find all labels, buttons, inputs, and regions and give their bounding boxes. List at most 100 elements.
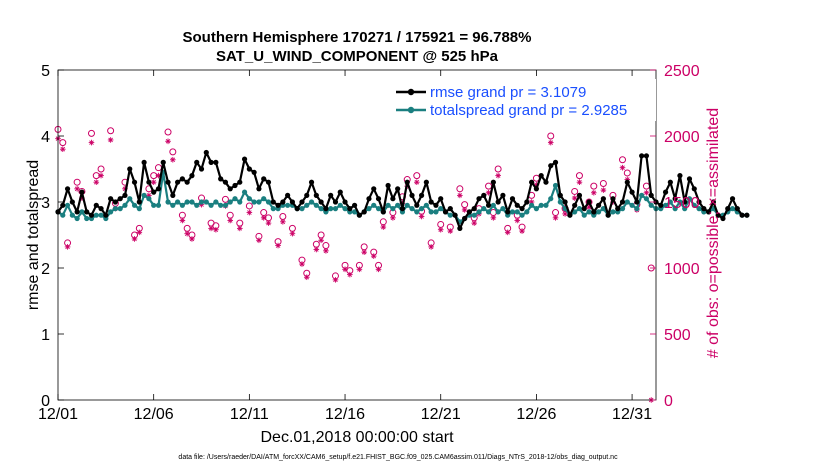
rmse-point	[203, 149, 209, 156]
x-tick-label: 12/01	[38, 406, 78, 423]
obs-assimilated-point	[342, 266, 348, 273]
rmse-point	[624, 179, 630, 185]
y-axis-right-label: # of obs: o=possible; ×=assimilated	[705, 108, 722, 358]
rmse-point	[347, 206, 353, 212]
rmse-point	[505, 209, 511, 215]
obs-assimilated-point	[184, 230, 190, 237]
rmse-point	[103, 212, 109, 218]
rmse-point	[313, 192, 319, 198]
rmse-point	[294, 206, 300, 212]
rmse-point	[337, 189, 343, 195]
rmse-point	[323, 206, 329, 212]
rmse-point	[213, 159, 219, 165]
rmse-point	[165, 179, 171, 185]
spread-point	[729, 206, 736, 212]
obs-assimilated-point	[136, 229, 143, 236]
rmse-point	[648, 192, 654, 198]
spread-point	[438, 206, 444, 212]
spread-point	[696, 206, 702, 212]
plot-frame	[57, 69, 657, 401]
spread-point	[543, 202, 549, 208]
x-tick-label: 12/16	[325, 406, 365, 423]
spread-point	[69, 212, 75, 218]
rmse-point	[84, 209, 90, 215]
obs-assimilated-point	[447, 228, 454, 234]
spread-point	[213, 199, 219, 205]
rmse-point	[270, 199, 276, 205]
spread-point	[634, 206, 640, 212]
rmse-point	[734, 206, 740, 212]
rmse-point	[332, 199, 339, 205]
obs-assimilated-point	[170, 156, 176, 163]
obs-possible-point	[623, 169, 631, 177]
rmse-point	[529, 179, 535, 185]
obs-assimilated-point	[600, 187, 607, 193]
obs-assimilated-point	[547, 139, 554, 146]
spread-point	[98, 212, 104, 218]
rmse-point	[232, 182, 238, 189]
rmse-point	[428, 199, 434, 205]
obs-assimilated-point	[370, 253, 377, 259]
spread-point	[552, 182, 559, 189]
spread-point	[447, 212, 453, 218]
rmse-point	[433, 202, 439, 208]
rmse-point	[390, 196, 396, 202]
spread-point	[189, 199, 195, 205]
rmse-point	[471, 206, 477, 212]
obs-assimilated-point	[619, 164, 626, 171]
spread-point	[624, 199, 630, 205]
obs-assimilated-point	[64, 244, 71, 250]
spread-point	[375, 206, 382, 212]
rmse-point	[418, 192, 425, 198]
y-right-tick-label: 2000	[664, 129, 700, 146]
spread-point	[265, 199, 272, 205]
obs-assimilated-point	[59, 146, 66, 152]
spread-point	[677, 199, 683, 205]
obs-assimilated-point	[519, 228, 525, 234]
obs-possible-point	[547, 132, 555, 140]
rmse-point	[600, 196, 606, 202]
rmse-point	[729, 196, 736, 202]
obs-assimilated-point	[390, 215, 396, 221]
rmse-point	[117, 196, 123, 202]
spread-point	[227, 199, 233, 205]
obs-assimilated-point	[165, 138, 171, 145]
rmse-point	[634, 199, 640, 205]
spread-point	[682, 206, 688, 212]
spread-point	[639, 192, 645, 198]
obs-possible-point	[73, 178, 81, 186]
data-file-footer: data file: /Users/raeder/DAI/ATM_forcXX/…	[178, 454, 618, 461]
spread-point	[232, 196, 238, 202]
x-tick-label: 12/11	[230, 406, 269, 423]
rmse-point	[605, 212, 611, 218]
chart-title-line2: SAT_U_WIND_COMPONENT @ 525 hPa	[216, 48, 499, 65]
y-axis-left-label: rmse and totalspread	[25, 160, 42, 310]
obs-assimilated-point	[562, 211, 568, 217]
spread-point	[112, 206, 119, 212]
plot-area	[58, 70, 656, 400]
spread-point	[198, 199, 205, 205]
obs-assimilated-point	[280, 219, 286, 225]
rmse-point	[543, 179, 549, 185]
spread-point	[218, 202, 224, 208]
spread-point	[208, 202, 214, 208]
rmse-point	[127, 166, 133, 172]
spread-point	[371, 202, 377, 208]
rmse-point	[108, 196, 114, 202]
rmse-point	[237, 179, 243, 185]
obs-assimilated-point	[347, 271, 353, 278]
obs-possible-point	[59, 139, 67, 147]
spread-point	[342, 206, 348, 212]
obs-assimilated-point	[98, 172, 104, 179]
spread-point	[64, 202, 71, 208]
rmse-point	[509, 196, 516, 202]
spread-point	[122, 202, 128, 208]
rmse-point	[744, 212, 750, 218]
obs-assimilated-point	[428, 244, 434, 250]
rmse-point	[452, 212, 458, 218]
x-tick-label: 12/21	[421, 406, 461, 423]
obs-possible-point	[97, 165, 105, 173]
spread-point	[572, 209, 578, 215]
spread-point	[576, 206, 583, 212]
